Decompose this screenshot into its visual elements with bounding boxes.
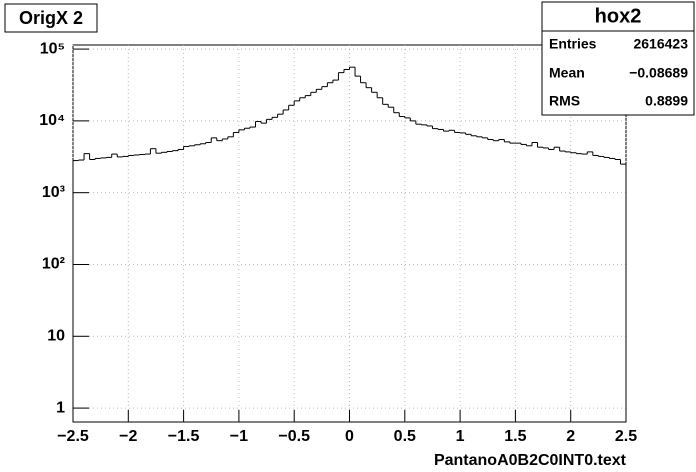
x-tick-label: 1.5 bbox=[504, 428, 526, 445]
x-tick-label: 0 bbox=[345, 428, 354, 445]
stats-key: Mean bbox=[549, 65, 585, 81]
y-tick-label: 10² bbox=[42, 256, 65, 273]
y-tick-label: 1 bbox=[56, 399, 65, 416]
y-tick-label: 10 bbox=[47, 328, 65, 345]
stats-frame bbox=[541, 1, 695, 116]
stats-value: 0.8899 bbox=[645, 93, 688, 109]
y-tick-label: 10³ bbox=[42, 184, 65, 201]
chart-title: OrigX 2 bbox=[19, 8, 83, 28]
stats-key: Entries bbox=[549, 36, 597, 52]
stats-value: −0.08689 bbox=[629, 65, 688, 81]
x-tick-label: −1.5 bbox=[168, 428, 200, 445]
title-box bbox=[4, 3, 98, 33]
x-tick-label: −2 bbox=[119, 428, 137, 445]
y-tick-label: 10⁵ bbox=[40, 40, 65, 57]
x-tick-label: −1 bbox=[230, 428, 248, 445]
x-tick-label: 0.5 bbox=[394, 428, 416, 445]
x-tick-label: −2.5 bbox=[57, 428, 89, 445]
x-tick-label: 1 bbox=[456, 428, 465, 445]
stats-value: 2616423 bbox=[633, 36, 688, 52]
stats-box: hox2 Entries 2616423 Mean −0.08689 RMS 0… bbox=[541, 1, 695, 116]
x-tick-label: −0.5 bbox=[278, 428, 310, 445]
y-tick-label: 10⁴ bbox=[39, 112, 65, 129]
stats-title: hox2 bbox=[595, 5, 642, 27]
x-axis-label: PantanoA0B2C0INT0.text bbox=[434, 452, 627, 469]
x-tick-label: 2.5 bbox=[615, 428, 637, 445]
x-tick-label: 2 bbox=[566, 428, 575, 445]
stats-key: RMS bbox=[549, 93, 580, 109]
